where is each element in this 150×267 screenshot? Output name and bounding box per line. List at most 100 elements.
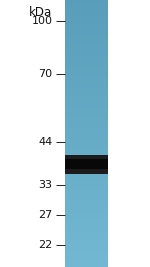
Text: 27: 27: [38, 210, 52, 220]
Bar: [65, 126, 108, 127]
Bar: [65, 54, 108, 55]
Bar: [65, 78, 108, 79]
Bar: [65, 1, 108, 2]
Bar: [65, 146, 108, 147]
Bar: [65, 194, 108, 195]
Bar: [65, 240, 108, 241]
Bar: [65, 131, 108, 132]
Bar: [65, 65, 108, 66]
Bar: [65, 244, 108, 245]
Bar: [65, 59, 108, 60]
Bar: [65, 51, 108, 52]
Bar: [65, 237, 108, 238]
Bar: [65, 89, 108, 90]
Bar: [65, 112, 108, 113]
Bar: [65, 189, 108, 190]
Bar: [65, 95, 108, 96]
Bar: [65, 98, 108, 99]
Bar: [65, 76, 108, 77]
Bar: [65, 161, 108, 162]
Bar: [65, 208, 108, 209]
Bar: [65, 80, 108, 81]
Bar: [65, 99, 108, 100]
Bar: [65, 23, 108, 24]
Bar: [65, 185, 108, 186]
Bar: [65, 37, 108, 38]
Bar: [65, 156, 108, 157]
Bar: [65, 21, 108, 22]
Bar: [65, 265, 108, 266]
Bar: [65, 204, 108, 205]
Bar: [65, 173, 108, 174]
Bar: [65, 188, 108, 189]
Bar: [65, 213, 108, 214]
Bar: [65, 193, 108, 194]
Bar: [65, 176, 108, 177]
Bar: [65, 155, 108, 174]
Bar: [65, 183, 108, 184]
Bar: [65, 46, 108, 47]
Bar: [65, 139, 108, 140]
Bar: [65, 87, 108, 88]
Bar: [65, 167, 108, 168]
Bar: [65, 120, 108, 121]
Bar: [65, 123, 108, 124]
Bar: [65, 212, 108, 213]
Bar: [65, 163, 108, 164]
Bar: [65, 18, 108, 19]
Bar: [65, 100, 108, 101]
Bar: [65, 28, 108, 29]
Bar: [65, 106, 108, 107]
Bar: [65, 224, 108, 225]
Bar: [65, 75, 108, 76]
Bar: [65, 71, 108, 72]
Bar: [65, 38, 108, 39]
Bar: [65, 63, 108, 64]
Bar: [65, 5, 108, 6]
Bar: [65, 157, 108, 158]
Bar: [65, 217, 108, 218]
Bar: [65, 223, 108, 224]
Bar: [65, 64, 108, 65]
Bar: [65, 154, 108, 155]
Bar: [65, 234, 108, 235]
Bar: [65, 238, 108, 239]
Bar: [65, 135, 108, 136]
Bar: [65, 152, 108, 153]
Bar: [65, 7, 108, 8]
Bar: [65, 43, 108, 44]
Text: 70: 70: [38, 69, 52, 78]
Bar: [65, 262, 108, 263]
Bar: [65, 255, 108, 256]
Bar: [65, 6, 108, 7]
Bar: [65, 130, 108, 131]
Bar: [65, 259, 108, 260]
Bar: [65, 264, 108, 265]
Text: 22: 22: [38, 240, 52, 250]
Bar: [65, 241, 108, 242]
Bar: [65, 254, 108, 255]
Bar: [65, 209, 108, 210]
Bar: [65, 10, 108, 11]
Bar: [65, 158, 108, 159]
Bar: [65, 102, 108, 103]
Bar: [65, 257, 108, 258]
Bar: [65, 22, 108, 23]
Bar: [65, 144, 108, 145]
Bar: [65, 149, 108, 150]
Bar: [65, 169, 108, 170]
Bar: [65, 221, 108, 222]
Bar: [65, 233, 108, 234]
Bar: [65, 147, 108, 148]
Bar: [65, 58, 108, 59]
Bar: [65, 232, 108, 233]
Bar: [65, 137, 108, 138]
Bar: [65, 164, 108, 165]
Bar: [65, 108, 108, 109]
Bar: [65, 128, 108, 129]
Bar: [65, 84, 108, 85]
Bar: [65, 101, 108, 102]
Bar: [65, 103, 108, 104]
Bar: [65, 27, 108, 28]
Bar: [65, 60, 108, 61]
